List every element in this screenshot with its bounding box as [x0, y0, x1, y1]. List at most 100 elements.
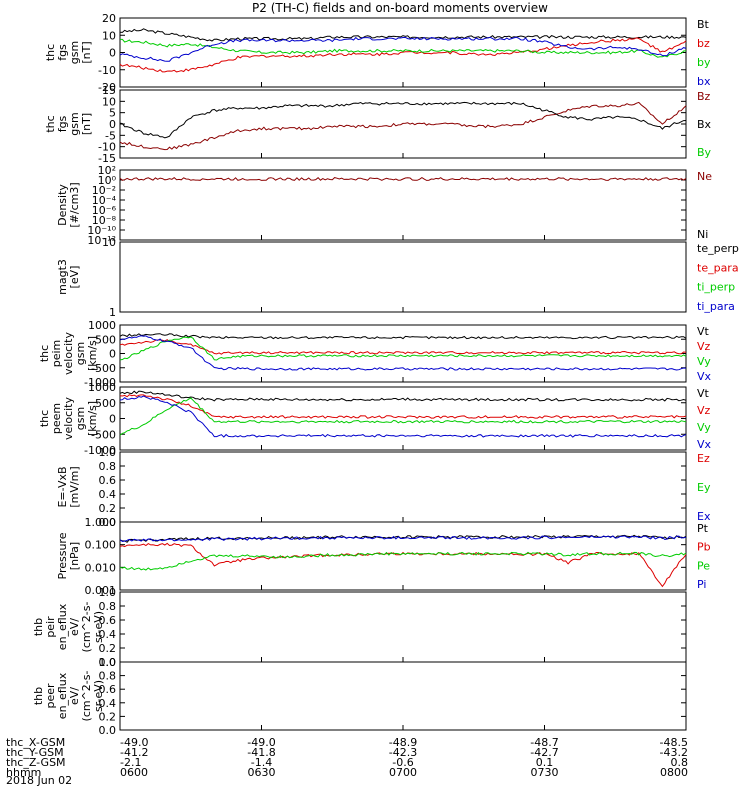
y-tick-label: 10: [102, 95, 116, 108]
legend-Ez: Ez: [697, 452, 710, 465]
series-line-Ne: [119, 176, 687, 181]
legend-te_perp: te_perp: [697, 242, 739, 255]
y-tick-label: 10: [102, 29, 116, 42]
y-tick-label: 1: [109, 306, 116, 319]
x-row-value: -48.7: [530, 736, 558, 749]
y-axis-label: thbpeeren_efluxeV/(cm^2-s-sr-eV): [32, 671, 105, 722]
legend-Pb: Pb: [697, 541, 711, 554]
legend-ti_para: ti_para: [697, 300, 735, 313]
y-axis-label: thcfgsgsm[nT]: [44, 112, 93, 135]
series-line-Pi: [119, 535, 687, 543]
legend-Ne: Ne: [697, 170, 712, 183]
y-tick-label: -20: [98, 81, 116, 94]
y-tick-label: 0.8: [99, 670, 117, 683]
legend-Ex: Ex: [697, 510, 711, 523]
y-tick-label: 10⁻¹⁰: [87, 224, 116, 237]
legend-Pt: Pt: [697, 522, 709, 535]
series-line-by: [120, 38, 687, 58]
panel-9: 1.00.80.60.40.20.0thbpeeren_efluxeV/(cm^…: [32, 656, 687, 737]
x-row-value: -41.2: [120, 746, 148, 759]
x-row-value: -48.9: [389, 736, 417, 749]
y-tick-label: 0.0: [99, 724, 117, 737]
x-row-label: thc_X-GSM: [6, 736, 65, 749]
legend-Vx: Vx: [697, 438, 712, 451]
series-line-Vx: [119, 335, 687, 371]
y-axis-label: Density[#/cm3]: [56, 182, 81, 227]
y-tick-label: 10⁻²: [92, 184, 116, 197]
series-line-Vy: [119, 336, 687, 361]
y-axis-label: magt3[eV]: [56, 259, 81, 295]
series-line-Vt: [119, 333, 687, 340]
y-tick-label: 10⁻⁸: [92, 214, 117, 227]
panel-5: 1000 500 0 -500 -1000 thcpeemvelocitygsm[km/s…: [38, 381, 712, 457]
y-axis-label: Pressure[nPa]: [56, 532, 81, 579]
x-row-label: thc_Y-GSM: [6, 746, 64, 759]
y-tick-label: 500: [95, 397, 116, 410]
y-tick-label: 10⁻¹²: [87, 234, 116, 247]
y-tick-label: 10⁻⁶: [92, 204, 117, 217]
x-row-value: -41.8: [247, 746, 275, 759]
series-line-bz: [119, 37, 687, 73]
y-tick-label: 0.2: [99, 710, 117, 723]
series-line-Bz: [119, 101, 687, 151]
y-tick-label: 0.0: [99, 516, 117, 529]
x-row-value: 0.8: [671, 756, 689, 769]
y-tick-label: -1000: [84, 444, 116, 457]
panel-frame: [119, 591, 687, 663]
y-axis-label: thcpeemvelocitygsm[km/s]: [38, 397, 99, 440]
y-axis-label: E=-VxB[mV/m]: [56, 466, 81, 507]
y-tick-label: 0.0: [99, 656, 117, 669]
panels: 20100-10-20thcfgsgsm[nT]Btbzbybx151050-5…: [32, 12, 739, 737]
legend-Ni: Ni: [697, 228, 708, 241]
x-row-value: -48.5: [660, 736, 688, 749]
series-line-Vy: [119, 397, 687, 436]
y-tick-label: 15: [102, 84, 116, 97]
y-tick-label: 0.100: [85, 539, 117, 552]
series-line-Bx: [119, 101, 687, 139]
y-tick-label: 0.8: [99, 600, 117, 613]
y-tick-label: -500: [91, 428, 116, 441]
legend-Pi: Pi: [697, 578, 706, 591]
y-tick-label: 0.4: [99, 697, 117, 710]
y-tick-label: 1.000: [85, 516, 117, 529]
legend-Ey: Ey: [697, 481, 711, 494]
y-tick-label: 0.4: [99, 488, 117, 501]
y-axis-label: thcpeimvelocitygsm[km/s]: [38, 332, 99, 375]
x-row-value: -49.0: [247, 736, 275, 749]
legend-Vx: Vx: [697, 370, 712, 383]
x-row-value: 0630: [248, 766, 276, 779]
y-tick-label: 0.4: [99, 628, 117, 641]
y-tick-label: 10⁻⁴: [92, 194, 117, 207]
legend-By: By: [697, 146, 712, 159]
x-row-value: -49.0: [120, 736, 148, 749]
panel-3: 10 1 magt3[eV] te_perp te_para ti_perp ti_para: [56, 236, 739, 319]
legend-Bz: Bz: [697, 90, 711, 103]
y-tick-label: -500: [91, 362, 116, 375]
panel-7: 1.000 0.100 0.010 0.001 Pressure[nPa] Pt Pb Pe P…: [56, 516, 711, 597]
y-tick-label: 20: [102, 12, 116, 25]
y-tick-label: 1.0: [99, 586, 117, 599]
legend-Pe: Pe: [697, 559, 710, 572]
legend-Vz: Vz: [697, 404, 711, 417]
x-row-value: 0730: [531, 766, 559, 779]
y-tick-label: -10: [98, 64, 116, 77]
x-row-value: -0.6: [392, 756, 413, 769]
panel-frame: [119, 169, 687, 241]
legend-Vz: Vz: [697, 340, 711, 353]
y-tick-label: 1.0: [99, 446, 117, 459]
y-tick-label: 0.8: [99, 460, 117, 473]
y-tick-label: 0.6: [99, 474, 117, 487]
x-row-value: -42.3: [389, 746, 417, 759]
legend-bx: bx: [697, 75, 711, 88]
legend-by: by: [697, 56, 711, 69]
x-row-label: thc_Z-GSM: [6, 756, 66, 769]
legend-Vy: Vy: [697, 421, 711, 434]
y-tick-label: 0.2: [99, 642, 117, 655]
legend-Bx: Bx: [697, 118, 712, 131]
y-tick-label: 0: [109, 118, 116, 131]
y-tick-label: -15: [98, 152, 116, 165]
x-row-value: 0.1: [536, 756, 554, 769]
panel-frame: [119, 661, 687, 731]
